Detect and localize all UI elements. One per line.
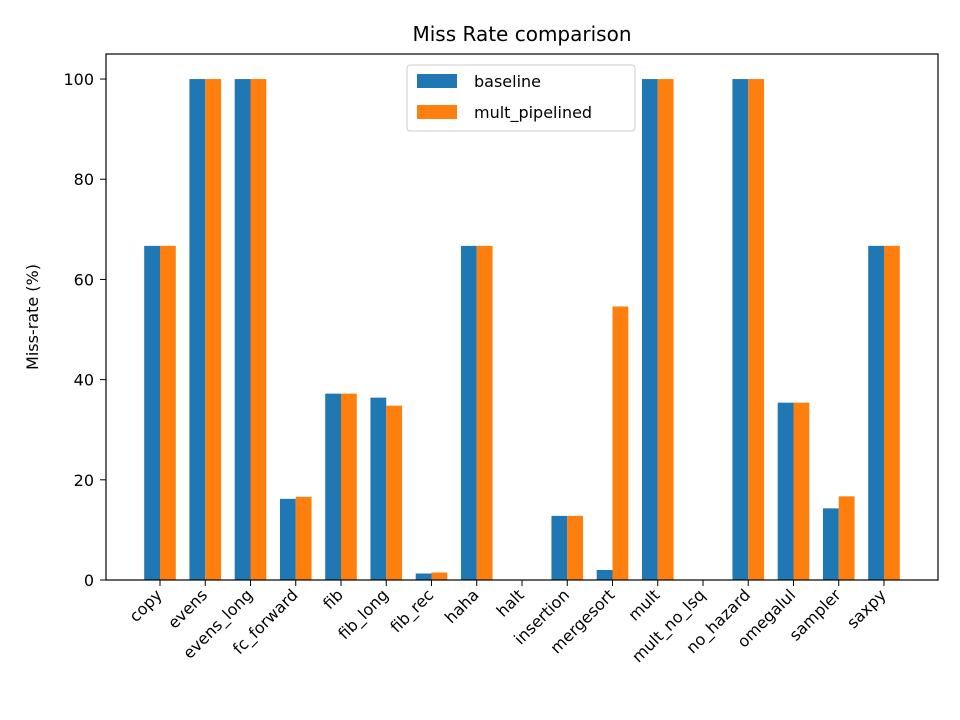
y-tick-label-60: 60 <box>74 270 94 289</box>
bar-baseline-fc-forward <box>279 498 296 580</box>
bar-baseline-insertion <box>551 515 568 580</box>
bar-mult-pipelined-sampler <box>838 496 855 580</box>
bar-mult-pipelined-copy <box>160 245 176 581</box>
y-tick-label-20: 20 <box>74 471 94 490</box>
legend-swatch-baseline <box>417 74 457 88</box>
y-tick-label-80: 80 <box>74 170 94 189</box>
bar-mult-pipelined-fib <box>341 393 357 580</box>
legend: baseline mult_pipelined <box>406 64 636 132</box>
bar-baseline-fib-long <box>370 397 387 580</box>
bar-mult-pipelined-mergesort <box>612 306 629 580</box>
bar-baseline-haha <box>460 245 477 581</box>
bar-baseline-evens <box>189 79 206 581</box>
y-tick-label-100: 100 <box>63 70 94 89</box>
bar-mult-pipelined-evens-long <box>250 79 267 581</box>
bar-mult-pipelined-omegalul <box>793 402 810 580</box>
bar-mult-pipelined-fc-forward <box>295 496 312 580</box>
y-axis: 0 20 40 60 80 100 <box>63 70 106 590</box>
y-tick-label-40: 40 <box>74 371 94 390</box>
bar-mult-pipelined-no-hazard <box>748 79 765 581</box>
bars-layer <box>144 79 900 581</box>
bar-baseline-omegalul <box>777 402 794 580</box>
bar-baseline-sampler <box>822 508 839 580</box>
legend-label-mult-pipelined: mult_pipelined <box>474 103 592 123</box>
bar-baseline-saxpy <box>868 245 884 581</box>
bar-baseline-fib <box>325 393 341 580</box>
bar-mult-pipelined-fib-long <box>386 405 403 580</box>
bar-baseline-mergesort <box>596 569 613 580</box>
bar-mult-pipelined-evens <box>205 79 222 581</box>
y-axis-label: Miss-rate (%) <box>23 264 42 370</box>
bar-mult-pipelined-fib-rec <box>431 572 448 580</box>
chart-title: Miss Rate comparison <box>412 22 631 46</box>
bar-mult-pipelined-insertion <box>567 515 584 580</box>
bar-mult-pipelined-saxpy <box>884 245 900 581</box>
bar-baseline-fib-rec <box>415 573 432 580</box>
legend-box <box>406 64 636 132</box>
legend-label-baseline: baseline <box>474 72 541 91</box>
bar-baseline-mult <box>641 79 658 581</box>
legend-swatch-mult-pipelined <box>417 105 457 119</box>
bar-baseline-copy <box>144 245 160 581</box>
bar-baseline-evens-long <box>234 79 251 581</box>
bar-mult-pipelined-haha <box>476 245 493 581</box>
y-tick-label-0: 0 <box>84 571 94 590</box>
bar-mult-pipelined-mult <box>657 79 674 581</box>
axes-frame <box>105 53 939 581</box>
bar-baseline-no-hazard <box>732 79 749 581</box>
